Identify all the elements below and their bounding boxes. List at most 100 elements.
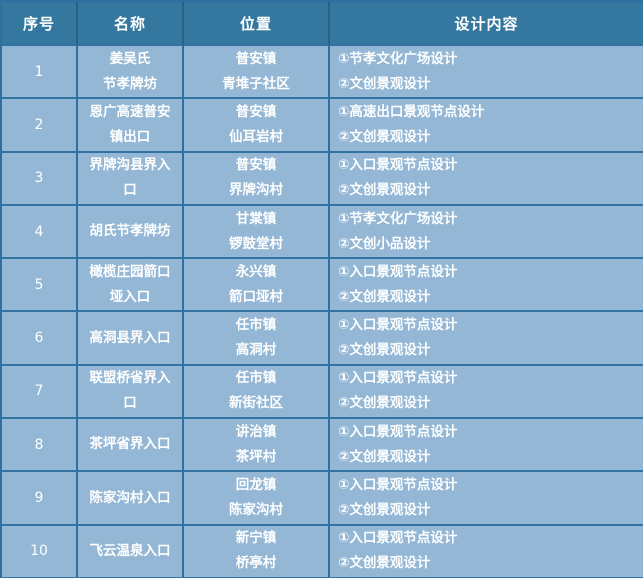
location-cell: 新宁镇 桥亭村	[184, 525, 330, 578]
row-number-cell: 7	[2, 365, 78, 420]
cell-line: 口	[123, 395, 137, 412]
location-cell: 永兴镇 箭口垭村	[184, 259, 330, 313]
table-row: 10 飞云温泉入口 新宁镇 桥亭村 ①入口景观节点设计 ②文创景观设计	[2, 525, 643, 578]
cell-line: 永兴镇	[235, 263, 277, 280]
cell-line: ①入口景观节点设计	[338, 317, 458, 334]
cell-line: 箭口垭村	[229, 288, 283, 305]
row-number-cell: 6	[2, 312, 78, 366]
cell-line: 讲治镇	[235, 423, 277, 440]
table-row: 7 联盟桥省界入口 任市镇新街社区 ①入口景观节点设计 ②文创景观设计	[2, 365, 643, 420]
table-row: 5 橄榄庄园箭口 垭入口 永兴镇箭口垭村 ①入口景观节点设计 ②文创景观设计	[2, 259, 643, 313]
table-row: 9 陈家沟村入口 回龙镇陈家沟村 ①入口景观节点设计 ②文创景观设计	[2, 472, 643, 526]
cell-line: 新街社区	[229, 395, 283, 412]
name-cell: 联盟桥省界入口	[78, 365, 184, 420]
table-header: 序号 名称 位置 设计内容	[2, 2, 643, 46]
cell-line: ①节孝文化广场设计	[338, 50, 458, 67]
cell-line: 姜吴氏	[109, 50, 151, 67]
cell-line: 高洞村	[235, 342, 277, 359]
name-cell: 界牌沟县界入口	[78, 152, 184, 206]
location-cell: 任市镇 新街社区	[184, 365, 330, 420]
cell-line: 口	[123, 182, 137, 199]
cell-line: 青堆子社区	[222, 75, 290, 92]
cell-line: ②文创景观设计	[338, 288, 431, 305]
cell-line: 界牌沟村	[229, 182, 283, 199]
cell-line: 高洞县界入口	[89, 329, 171, 346]
column-header-design-content: 设计内容	[330, 2, 643, 46]
design-content-cell: ①入口景观节点设计 ②文创景观设计	[330, 152, 643, 206]
design-content-cell: ①节孝文化广场设计 ②文创小品设计	[330, 205, 643, 260]
cell-line: 新宁镇	[235, 530, 277, 547]
design-content-cell: ①入口景观节点设计 ②文创景观设计	[330, 259, 643, 313]
cell-line: ②文创景观设计	[338, 395, 431, 412]
table-row: 1 姜吴氏节孝牌坊 普安镇青堆子社区 ①节孝文化广场设计 ②文创景观设计	[2, 46, 643, 100]
cell-line: ②文创景观设计	[338, 502, 431, 519]
cell-line: 任市镇	[235, 370, 277, 387]
location-cell: 普安镇 界牌沟村	[184, 152, 330, 206]
cell-line: 茶坪村	[235, 448, 277, 465]
table-row: 4 胡氏节孝牌坊 甘棠镇锣鼓堂村 ①节孝文化广场设计 ②文创小品设计	[2, 205, 643, 260]
cell-line: ①入口景观节点设计	[338, 477, 458, 494]
table-body: 1 姜吴氏 节孝牌坊 普安镇 青堆子社区 ①节孝文化广场设计 ②文创景观设计 2 恩广…	[2, 46, 643, 578]
table-row: 2 恩广高速普安 镇出口 普安镇仙耳岩村 ①高速出口景观节点设计 ②文创景观设计	[2, 99, 643, 153]
design-content-cell: ①高速出口景观节点设计 ②文创景观设计	[330, 99, 643, 153]
cell-line: 普安镇	[235, 50, 277, 67]
cell-line: 胡氏节孝牌坊	[89, 223, 171, 240]
cell-line: ①高速出口景观节点设计	[338, 103, 485, 120]
row-number-cell: 9	[2, 472, 78, 526]
cell-line: 陈家沟村	[229, 502, 283, 519]
location-cell: 甘棠镇 锣鼓堂村	[184, 205, 330, 260]
location-cell: 普安镇 仙耳岩村	[184, 99, 330, 153]
cell-line: ①入口景观节点设计	[338, 423, 458, 440]
cell-line: 茶坪省界入口	[89, 436, 171, 453]
cell-line: 任市镇	[235, 317, 277, 334]
cell-line: 普安镇	[235, 103, 277, 120]
design-content-cell: ①节孝文化广场设计 ②文创景观设计	[330, 46, 643, 100]
design-content-cell: ①入口景观节点设计 ②文创景观设计	[330, 525, 643, 578]
cell-line: 联盟桥省界入	[89, 370, 171, 387]
cell-line: 甘棠镇	[235, 210, 277, 227]
row-number-cell: 3	[2, 152, 78, 206]
name-cell: 姜吴氏 节孝牌坊	[78, 46, 184, 100]
cell-line: ①节孝文化广场设计	[338, 210, 458, 227]
column-header-number: 序号	[2, 2, 78, 46]
row-number-cell: 10	[2, 525, 78, 578]
cell-line: ①入口景观节点设计	[338, 263, 458, 280]
row-number-cell: 1	[2, 46, 78, 100]
row-number-cell: 5	[2, 259, 78, 313]
cell-line: 仙耳岩村	[229, 128, 283, 145]
design-content-cell: ①入口景观节点设计 ②文创景观设计	[330, 365, 643, 420]
location-cell: 讲治镇 茶坪村	[184, 419, 330, 473]
cell-line: 回龙镇	[235, 477, 277, 494]
cell-line: ②文创景观设计	[338, 448, 431, 465]
name-cell: 高洞县界入口	[78, 312, 184, 366]
cell-line: 镇出口	[109, 128, 151, 145]
cell-line: 飞云温泉入口	[89, 542, 171, 559]
cell-line: 锣鼓堂村	[229, 235, 283, 252]
cell-line: 陈家沟村入口	[89, 489, 171, 506]
name-cell: 陈家沟村入口	[78, 472, 184, 526]
cell-line: ①入口景观节点设计	[338, 530, 458, 547]
cell-line: ②文创景观设计	[338, 342, 431, 359]
cell-line: 恩广高速普安	[89, 103, 171, 120]
row-number-cell: 2	[2, 99, 78, 153]
table-row: 8 茶坪省界入口 讲治镇茶坪村 ①入口景观节点设计 ②文创景观设计	[2, 419, 643, 473]
cell-line: ①入口景观节点设计	[338, 157, 458, 174]
row-number-cell: 8	[2, 419, 78, 473]
location-cell: 回龙镇 陈家沟村	[184, 472, 330, 526]
cell-line: ②文创景观设计	[338, 182, 431, 199]
cell-line: ①入口景观节点设计	[338, 370, 458, 387]
name-cell: 茶坪省界入口	[78, 419, 184, 473]
location-cell: 普安镇 青堆子社区	[184, 46, 330, 100]
cell-line: ②文创景观设计	[338, 555, 431, 572]
row-number-cell: 4	[2, 205, 78, 260]
cell-line: 普安镇	[235, 157, 277, 174]
design-content-cell: ①入口景观节点设计 ②文创景观设计	[330, 472, 643, 526]
table-row: 3 界牌沟县界入口 普安镇界牌沟村 ①入口景观节点设计 ②文创景观设计	[2, 152, 643, 206]
name-cell: 橄榄庄园箭口 垭入口	[78, 259, 184, 313]
column-header-location: 位置	[184, 2, 330, 46]
table-row: 6 高洞县界入口 任市镇高洞村 ①入口景观节点设计 ②文创景观设计	[2, 312, 643, 366]
cell-line: 界牌沟县界入	[89, 157, 171, 174]
cell-line: 节孝牌坊	[103, 75, 157, 92]
